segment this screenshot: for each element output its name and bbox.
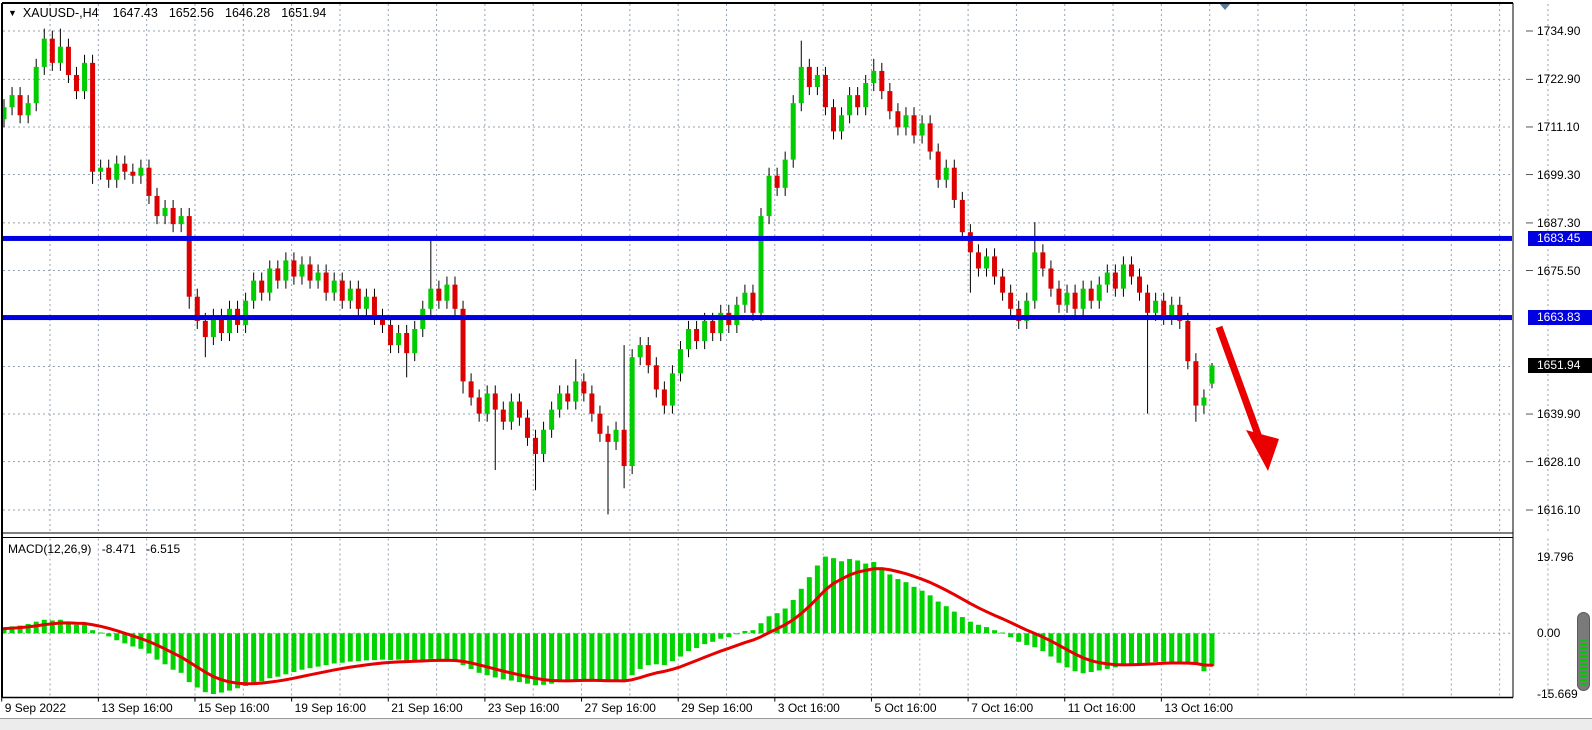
time-axis-label: 19 Sep 16:00 <box>294 701 367 715</box>
horizontal-level-line[interactable] <box>3 235 1512 241</box>
scrollbar-thumb[interactable] <box>1577 612 1590 691</box>
price-axis-label: 1734.90 <box>1537 24 1581 38</box>
macd-axis-label: 19.796 <box>1537 549 1574 564</box>
window-bottom-strip <box>0 718 1592 730</box>
scrollbar-stripes <box>1580 639 1587 686</box>
price-axis-label: 1699.30 <box>1537 167 1581 182</box>
current-price-tag: 1651.94 <box>1528 357 1592 373</box>
time-axis-label: 29 Sep 16:00 <box>681 701 753 715</box>
time-axis-label: 15 Sep 16:00 <box>197 701 270 715</box>
time-axis-label: 5 Oct 16:00 <box>874 701 937 715</box>
price-axis-label: 1639.90 <box>1537 407 1581 422</box>
price-axis-label: 1722.90 <box>1537 72 1581 87</box>
time-axis-label: 21 Sep 16:00 <box>391 701 463 715</box>
down-arrow-annotation[interactable] <box>1215 325 1279 471</box>
macd-indicator-label: MACD(12,26,9) -8.471 -6.515 <box>8 542 187 556</box>
macd-axis-label: 0.00 <box>1537 626 1561 641</box>
candlesticks[interactable] <box>1 28 1215 515</box>
price-axis-label: 1687.30 <box>1537 215 1581 230</box>
macd-axis-label: -15.669 <box>1537 687 1578 701</box>
macd-name: MACD(12,26,9) <box>8 542 92 556</box>
symbol-dropdown-icon[interactable]: ▼ <box>8 8 17 18</box>
macd-main-value: -8.471 <box>101 542 136 556</box>
ohlc-low: 1646.28 <box>225 6 271 20</box>
macd-signal-value: -6.515 <box>146 542 181 556</box>
price-axis-label: 1628.10 <box>1537 454 1581 469</box>
price-axis-label: 1616.10 <box>1537 503 1581 517</box>
ohlc-close: 1651.94 <box>281 6 327 20</box>
time-axis-label: 23 Sep 16:00 <box>487 701 560 715</box>
macd-signal-line[interactable] <box>2 567 1214 686</box>
time-marker-icon[interactable] <box>1219 3 1231 10</box>
chart-symbol-timeframe: XAUUSD-,H4 <box>22 6 99 20</box>
time-axis-label: 27 Sep 16:00 <box>584 701 656 715</box>
chart-ohlc-header: ▼ XAUUSD-,H4 1647.43 1652.56 1646.28 165… <box>8 6 337 20</box>
level-price-tag: 1683.45 <box>1528 230 1592 246</box>
macd-histogram[interactable] <box>1 556 1215 695</box>
ohlc-open: 1647.43 <box>112 6 158 20</box>
gridlines <box>1 4 1549 697</box>
time-axis-label: 9 Sep 2022 <box>4 701 67 715</box>
time-axis-label: 7 Oct 16:00 <box>971 701 1034 715</box>
price-axis-label: 1675.50 <box>1537 263 1581 278</box>
arrowhead-icon <box>1246 430 1279 471</box>
time-axis-label: 3 Oct 16:00 <box>777 701 840 715</box>
time-axis-label: 13 Sep 16:00 <box>101 701 173 715</box>
price-axis-label: 1711.10 <box>1537 119 1580 134</box>
horizontal-level-line[interactable] <box>3 315 1512 321</box>
time-axis-label: 11 Oct 16:00 <box>1067 701 1136 715</box>
time-axis-label: 13 Oct 16:00 <box>1164 701 1234 715</box>
ohlc-high: 1652.56 <box>168 6 215 20</box>
level-price-tag: 1663.83 <box>1528 310 1592 326</box>
